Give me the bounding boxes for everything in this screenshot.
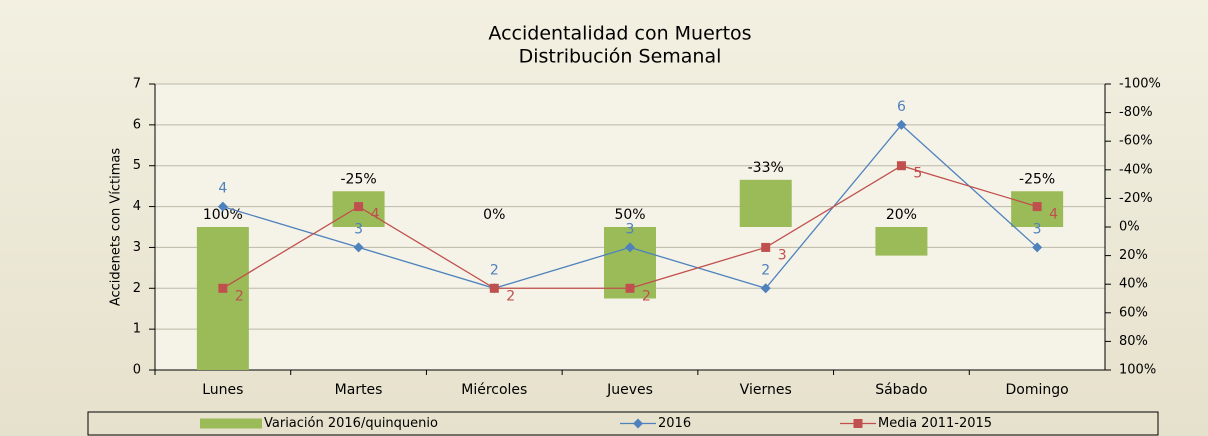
- bar: [196, 227, 249, 370]
- legend-marker: [853, 419, 863, 428]
- y2-tick-label: 80%: [1119, 334, 1148, 349]
- x-tick-label: Domingo: [1006, 382, 1069, 398]
- y-tick-label: 4: [133, 199, 141, 214]
- y2-tick-label: 20%: [1119, 248, 1148, 263]
- point-label: 4: [218, 181, 227, 197]
- y2-tick-label: -100%: [1119, 77, 1161, 92]
- legend-label: Media 2011-2015: [878, 416, 992, 431]
- y-tick-label: 7: [133, 77, 141, 92]
- y2-tick-label: 40%: [1119, 277, 1148, 292]
- y-tick-label: 3: [133, 240, 141, 255]
- point-label: 3: [1033, 221, 1042, 237]
- point-label: 3: [354, 221, 363, 237]
- bar: [875, 227, 928, 256]
- bar-label: 0%: [483, 207, 505, 223]
- y2-tick-label: -80%: [1119, 105, 1153, 120]
- legend-box: [87, 411, 1159, 436]
- y2-tick-label: -40%: [1119, 162, 1153, 177]
- bar-label: 20%: [886, 207, 917, 223]
- bar-label: -25%: [340, 171, 376, 187]
- point-label: 2: [642, 288, 651, 304]
- point-label: 2: [490, 262, 499, 278]
- line-marker: [625, 242, 635, 253]
- line-marker: [625, 283, 635, 293]
- x-tick-label: Jueves: [606, 382, 653, 398]
- legend-marker: [633, 418, 643, 429]
- legend-label: Variación 2016/quinquenio: [264, 416, 438, 431]
- point-label: 4: [371, 207, 380, 223]
- line-marker: [896, 119, 907, 130]
- y-tick-label: 1: [133, 322, 141, 337]
- bar-label: -25%: [1019, 171, 1055, 187]
- legend-swatch: [200, 418, 262, 429]
- bar-label: 100%: [203, 207, 243, 223]
- line-marker: [761, 242, 771, 252]
- line-marker: [1032, 242, 1043, 253]
- x-tick-label: Viernes: [740, 382, 792, 398]
- point-label: 4: [1049, 207, 1058, 223]
- line-marker: [217, 201, 228, 212]
- point-label: 6: [897, 99, 906, 115]
- point-label: 2: [235, 288, 244, 304]
- y2-tick-label: 0%: [1119, 220, 1140, 235]
- point-label: 5: [913, 166, 922, 182]
- y-axis-label: Accidenets con Víctimas: [109, 148, 124, 307]
- line-marker: [1032, 202, 1042, 212]
- y2-tick-label: -20%: [1119, 191, 1153, 206]
- y2-tick-label: 60%: [1119, 305, 1148, 320]
- x-tick-label: Lunes: [202, 382, 243, 398]
- point-label: 3: [778, 247, 787, 263]
- point-label: 2: [761, 262, 770, 278]
- y-tick-label: 2: [133, 281, 141, 296]
- line-marker: [354, 202, 364, 212]
- point-label: 3: [626, 221, 635, 237]
- bar-label: 50%: [614, 207, 645, 223]
- line-marker: [218, 283, 228, 293]
- chart-subtitle: Distribución Semanal: [519, 46, 722, 68]
- point-label: 2: [506, 288, 515, 304]
- line-marker: [760, 283, 771, 294]
- y-tick-label: 0: [133, 363, 141, 378]
- bar: [739, 179, 792, 227]
- chart-title: Accidentalidad con Muertos: [488, 23, 751, 45]
- y-tick-label: 6: [133, 117, 141, 132]
- line-marker: [353, 242, 364, 253]
- bar-label: -33%: [748, 160, 784, 176]
- x-tick-label: Sábado: [875, 382, 927, 398]
- legend-label: 2016: [658, 416, 691, 431]
- y2-tick-label: 100%: [1119, 363, 1156, 378]
- y-tick-label: 5: [133, 158, 141, 173]
- line-marker: [489, 283, 499, 293]
- line-marker: [896, 161, 906, 171]
- x-tick-label: Martes: [335, 382, 383, 398]
- x-tick-label: Miércoles: [461, 382, 527, 398]
- y2-tick-label: -60%: [1119, 134, 1153, 149]
